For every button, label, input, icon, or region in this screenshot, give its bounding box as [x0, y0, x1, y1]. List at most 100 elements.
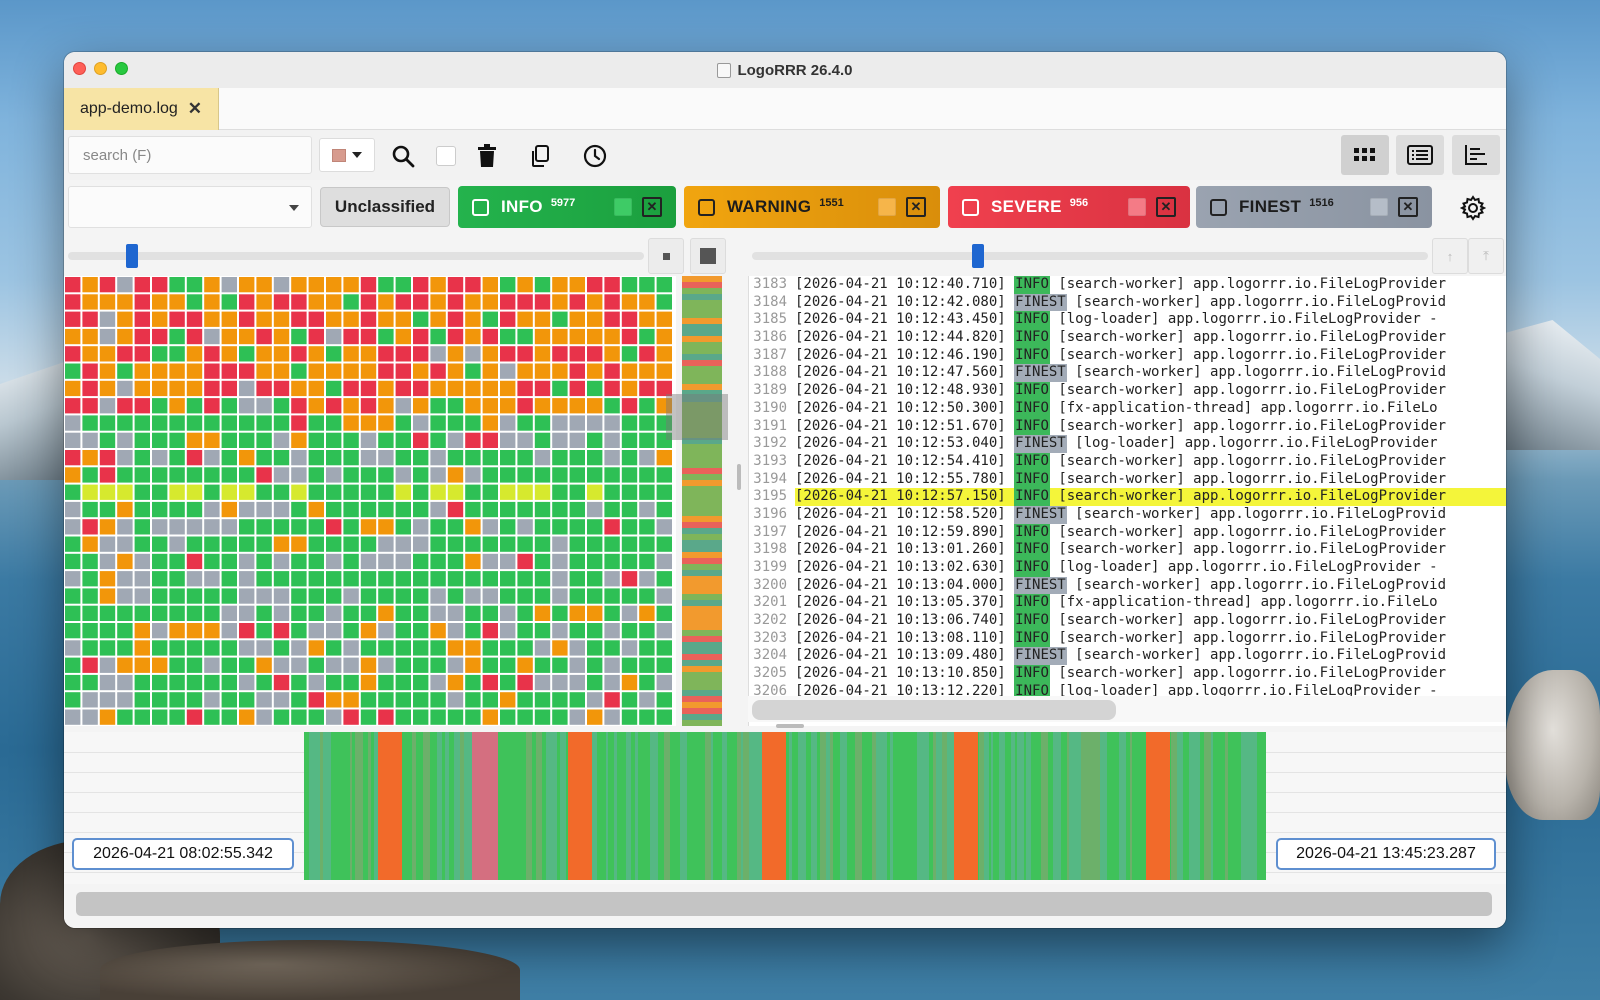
log-entry-cell[interactable] — [587, 519, 603, 535]
log-entry-cell[interactable] — [134, 311, 150, 327]
log-entry-cell[interactable] — [604, 605, 620, 621]
log-entry-cell[interactable] — [221, 294, 237, 310]
log-entry-cell[interactable] — [413, 571, 429, 587]
log-entry-cell[interactable] — [447, 398, 464, 414]
log-entry-cell[interactable] — [395, 640, 411, 656]
log-entry-cell[interactable] — [256, 519, 272, 535]
log-entry-cell[interactable] — [152, 623, 168, 639]
log-entry-cell[interactable] — [256, 380, 272, 397]
log-entry-cell[interactable] — [152, 692, 168, 708]
log-entry-cell[interactable] — [134, 588, 150, 604]
log-entry-cell[interactable] — [291, 657, 307, 673]
log-entry-cell[interactable] — [291, 623, 307, 639]
log-entry-cell[interactable] — [482, 571, 498, 587]
log-entry-cell[interactable] — [500, 398, 516, 414]
log-entry-cell[interactable] — [134, 450, 150, 466]
log-entry-cell[interactable] — [621, 294, 638, 310]
log-entry-cell[interactable] — [395, 432, 411, 448]
log-entry-cell[interactable] — [239, 277, 255, 293]
log-entry-cell[interactable] — [430, 294, 446, 310]
log-entry-cell[interactable] — [621, 571, 638, 587]
log-entry-cell[interactable] — [587, 328, 603, 345]
log-entry-cell[interactable] — [500, 588, 516, 604]
log-entry-cell[interactable] — [587, 277, 603, 293]
log-entry-cell[interactable] — [360, 640, 377, 656]
log-entry-cell[interactable] — [604, 571, 620, 587]
remove-filter-icon[interactable]: ✕ — [1398, 197, 1418, 217]
regex-checkbox[interactable] — [436, 146, 456, 166]
log-entry-cell[interactable] — [587, 380, 603, 397]
log-entry-cell[interactable] — [82, 571, 98, 587]
log-entry-cell[interactable] — [621, 623, 638, 639]
log-entry-cell[interactable] — [152, 467, 168, 483]
log-entry-cell[interactable] — [587, 432, 603, 448]
log-entry-cell[interactable] — [343, 536, 359, 552]
log-entry-cell[interactable] — [308, 415, 324, 431]
log-entry-cell[interactable] — [99, 346, 116, 362]
log-entry-cell[interactable] — [447, 484, 464, 500]
log-entry-cell[interactable] — [500, 450, 516, 466]
log-entry-cell[interactable] — [430, 398, 446, 414]
overview-viewport[interactable] — [666, 394, 728, 440]
log-entry-cell[interactable] — [604, 398, 620, 414]
log-entry-cell[interactable] — [326, 519, 342, 535]
log-entry-cell[interactable] — [343, 709, 359, 725]
log-entry-cell[interactable] — [569, 277, 585, 293]
log-entry-cell[interactable] — [517, 467, 533, 483]
log-horizontal-scrollbar[interactable] — [748, 696, 1506, 722]
font-size-slider-thumb[interactable] — [972, 244, 984, 268]
grid-size-slider-thumb[interactable] — [126, 244, 138, 268]
log-entry-cell[interactable] — [447, 346, 464, 362]
log-entry-cell[interactable] — [430, 640, 446, 656]
log-entry-cell[interactable] — [308, 605, 324, 621]
log-entry-cell[interactable] — [256, 484, 272, 500]
log-entry-cell[interactable] — [169, 294, 185, 310]
log-entry-cell[interactable] — [256, 640, 272, 656]
log-entry-cell[interactable] — [291, 363, 307, 379]
log-entry-cell[interactable] — [552, 553, 568, 570]
log-entry-cell[interactable] — [308, 467, 324, 483]
log-entry-cell[interactable] — [204, 380, 220, 397]
log-entry-cell[interactable] — [291, 571, 307, 587]
log-entry-cell[interactable] — [117, 536, 133, 552]
log-entry-cell[interactable] — [65, 588, 81, 604]
log-entry-cell[interactable] — [291, 346, 307, 362]
log-entry-cell[interactable] — [343, 346, 359, 362]
close-tab-icon[interactable]: ✕ — [187, 99, 203, 118]
log-entry-cell[interactable] — [430, 415, 446, 431]
log-entry-cell[interactable] — [413, 553, 429, 570]
log-entry-cell[interactable] — [604, 432, 620, 448]
log-entry-cell[interactable] — [186, 363, 203, 379]
log-entry-cell[interactable] — [221, 623, 237, 639]
log-entry-cell[interactable] — [308, 571, 324, 587]
log-entry-cell[interactable] — [65, 553, 81, 570]
log-entry-cell[interactable] — [378, 692, 394, 708]
timeline-histogram[interactable] — [304, 732, 1266, 880]
minimize-window-button[interactable] — [94, 62, 107, 75]
log-entry-cell[interactable] — [239, 692, 255, 708]
log-entry-cell[interactable] — [221, 277, 237, 293]
log-entry-cell[interactable] — [134, 415, 150, 431]
log-entry-cell[interactable] — [378, 657, 394, 673]
log-entry-cell[interactable] — [65, 623, 81, 639]
log-entry-cell[interactable] — [447, 571, 464, 587]
log-entry-cell[interactable] — [621, 709, 638, 725]
log-entry-cell[interactable] — [273, 311, 290, 327]
log-entry-cell[interactable] — [378, 484, 394, 500]
log-entry-cell[interactable] — [152, 328, 168, 345]
log-entry-cell[interactable] — [117, 501, 133, 518]
log-entry-cell[interactable] — [360, 484, 377, 500]
log-entry-cell[interactable] — [186, 467, 203, 483]
log-entry-cell[interactable] — [552, 346, 568, 362]
log-entry-cell[interactable] — [569, 674, 585, 691]
log-entry-cell[interactable] — [656, 450, 672, 466]
log-entry-cell[interactable] — [326, 501, 342, 518]
log-entry-cell[interactable] — [482, 640, 498, 656]
log-entry-cell[interactable] — [447, 588, 464, 604]
log-entry-cell[interactable] — [395, 363, 411, 379]
log-entry-cell[interactable] — [186, 657, 203, 673]
log-entry-cell[interactable] — [517, 605, 533, 621]
log-entry-cell[interactable] — [378, 432, 394, 448]
log-entry-cell[interactable] — [621, 588, 638, 604]
log-entry-cell[interactable] — [134, 519, 150, 535]
